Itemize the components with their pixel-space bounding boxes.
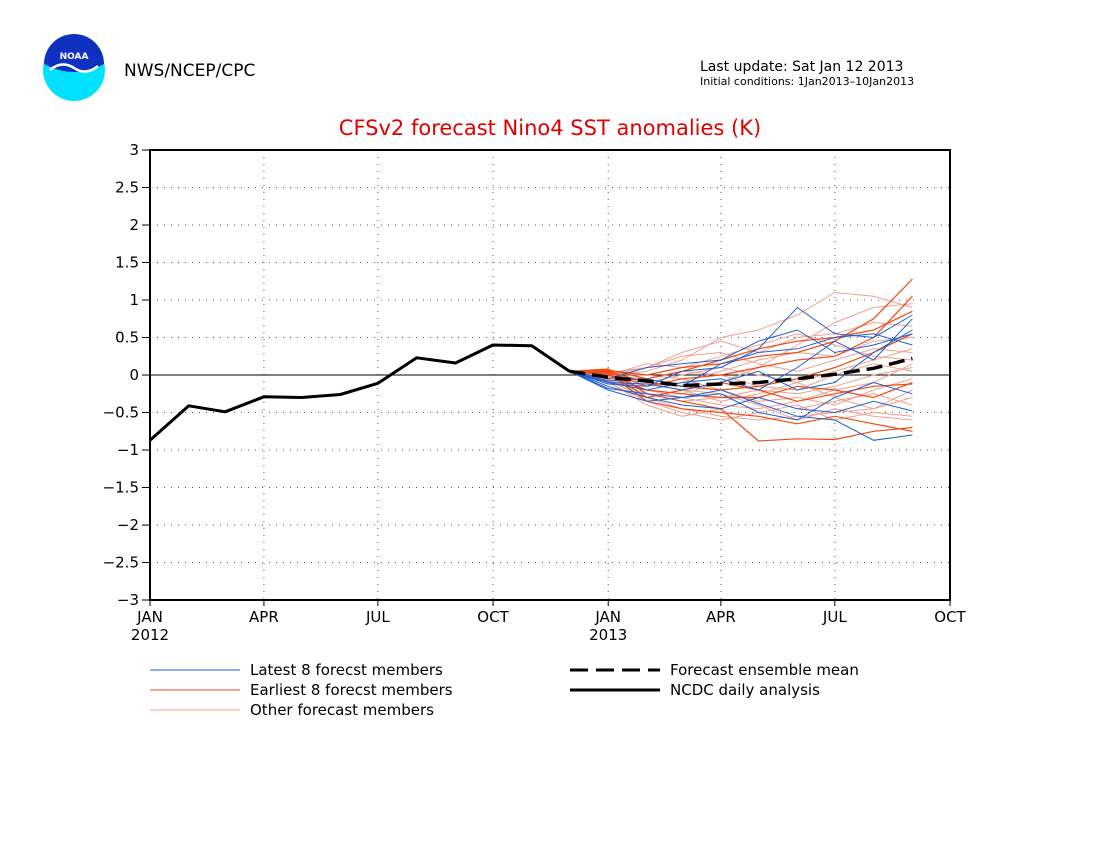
initial-conditions-label: Initial conditions: 1Jan2013–10Jan2013 xyxy=(700,75,914,88)
y-tick-label: −3 xyxy=(117,591,139,609)
x-tick-label: JAN xyxy=(594,608,621,626)
other-member-line xyxy=(569,363,913,410)
y-tick-label: 0.5 xyxy=(115,329,139,347)
y-tick-label: 0 xyxy=(129,366,139,384)
earliest-member-line xyxy=(569,368,913,442)
y-tick-label: 2.5 xyxy=(115,179,139,197)
x-tick-label: JUL xyxy=(822,608,847,626)
x-tick-year: 2012 xyxy=(131,626,169,644)
series-ncdc-analysis xyxy=(149,343,571,442)
y-tick-label: −1.5 xyxy=(103,479,139,497)
x-tick-label: APR xyxy=(249,608,279,626)
latest-member-line xyxy=(569,329,913,380)
ensemble-mean-line xyxy=(569,356,913,388)
agency-label: NWS/NCEP/CPC xyxy=(124,61,255,81)
last-update-label: Last update: Sat Jan 12 2013 xyxy=(700,59,903,75)
y-tick-label: 1.5 xyxy=(115,254,139,272)
series-ensemble-mean xyxy=(569,356,913,388)
x-tick-year: 2013 xyxy=(589,626,627,644)
noaa-logo: NOAA xyxy=(43,34,105,101)
earliest-member-line xyxy=(569,370,913,399)
y-axis-ticks: −3 −2.5 −2 −1.5 −1 −0.5 0 0.5 1 1.5 2 2.5 3 xyxy=(103,141,150,609)
series-other-members xyxy=(569,291,913,421)
y-tick-label: 1 xyxy=(129,291,139,309)
x-tick-label: JUL xyxy=(365,608,390,626)
y-tick-label: −2.5 xyxy=(103,554,139,572)
legend-latest-label: Latest 8 forecst members xyxy=(250,661,443,679)
legend: Latest 8 forecst members Earliest 8 fore… xyxy=(150,661,859,719)
x-tick-label: OCT xyxy=(934,608,966,626)
y-tick-label: −0.5 xyxy=(103,404,139,422)
latest-member-line xyxy=(569,370,913,441)
x-tick-label: JAN xyxy=(136,608,163,626)
series-earliest-members xyxy=(569,278,913,442)
series-latest-members xyxy=(569,306,913,441)
earliest-member-line xyxy=(569,333,913,391)
noaa-logo-text: NOAA xyxy=(60,52,89,62)
other-member-line xyxy=(569,321,913,376)
legend-mean-label: Forecast ensemble mean xyxy=(670,661,859,679)
y-tick-label: 2 xyxy=(129,216,139,234)
ncdc-analysis-line xyxy=(149,343,571,442)
legend-analysis-label: NCDC daily analysis xyxy=(670,681,820,699)
latest-member-line xyxy=(569,329,913,391)
noaa-logo-wave xyxy=(49,63,99,73)
y-tick-label: 3 xyxy=(129,141,139,159)
x-tick-label: APR xyxy=(706,608,736,626)
earliest-member-line xyxy=(569,278,913,376)
noaa-logo-inner xyxy=(44,34,104,72)
y-tick-label: −1 xyxy=(117,441,139,459)
y-tick-label: −2 xyxy=(117,516,139,534)
chart-title: CFSv2 forecast Nino4 SST anomalies (K) xyxy=(339,116,761,140)
legend-other-label: Other forecast members xyxy=(250,701,434,719)
latest-member-line xyxy=(569,370,913,421)
x-tick-label: OCT xyxy=(477,608,509,626)
earliest-member-line xyxy=(569,310,913,380)
earliest-member-line xyxy=(569,370,913,432)
legend-earliest-label: Earliest 8 forecst members xyxy=(250,681,453,699)
